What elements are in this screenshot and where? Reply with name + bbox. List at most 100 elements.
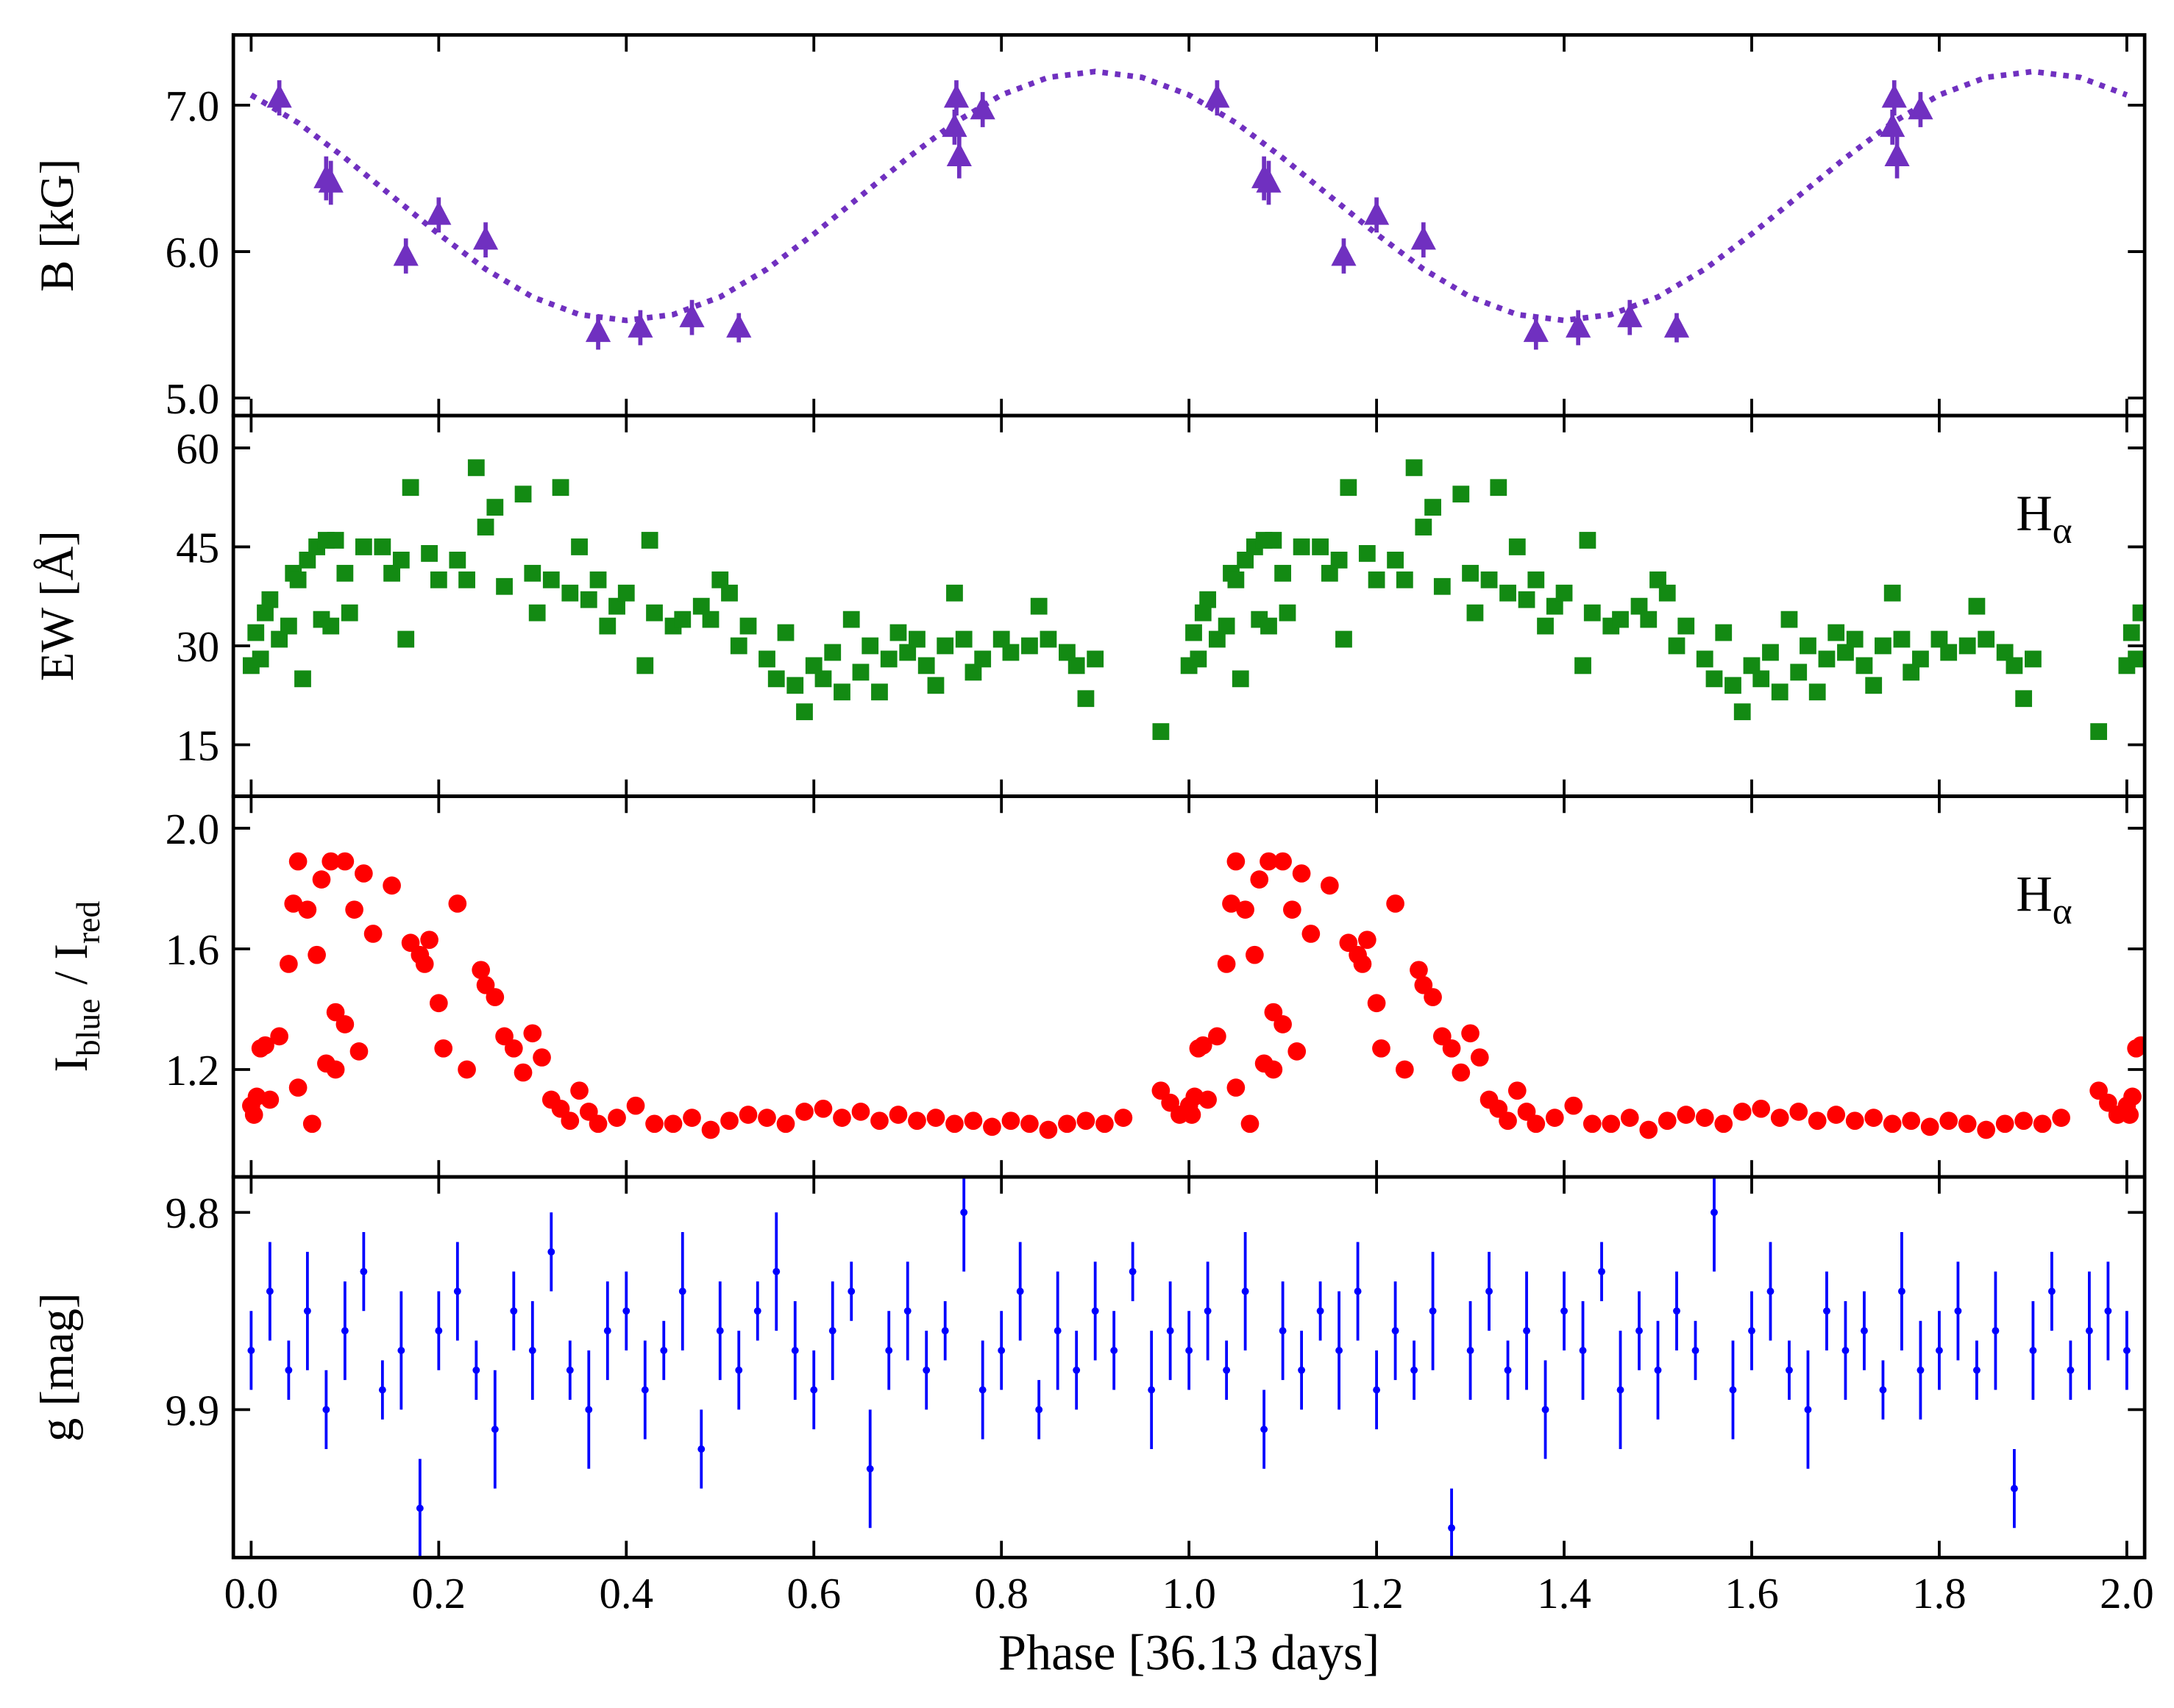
point bbox=[1620, 1109, 1639, 1127]
point bbox=[1429, 1307, 1437, 1315]
point bbox=[2029, 1346, 2037, 1354]
point bbox=[1237, 551, 1254, 569]
x-tick-label: 1.6 bbox=[1724, 1570, 1779, 1618]
point bbox=[1462, 564, 1479, 582]
point bbox=[1110, 1346, 1118, 1354]
point bbox=[1373, 1386, 1381, 1394]
point bbox=[814, 670, 832, 688]
annotation: Hα bbox=[2016, 485, 2072, 552]
point bbox=[759, 650, 775, 668]
point bbox=[1312, 538, 1329, 555]
point bbox=[1504, 1366, 1512, 1374]
point bbox=[926, 1109, 945, 1127]
point bbox=[1208, 1027, 1226, 1046]
point bbox=[1021, 637, 1038, 655]
point bbox=[1677, 1106, 1696, 1124]
annotation: Hα bbox=[2016, 866, 2072, 932]
point bbox=[336, 564, 354, 582]
point bbox=[871, 683, 888, 701]
point bbox=[1040, 630, 1057, 648]
point bbox=[2131, 1036, 2145, 1055]
point bbox=[943, 84, 970, 108]
point bbox=[1582, 1114, 1602, 1134]
point bbox=[1804, 1406, 1812, 1414]
point bbox=[1545, 1109, 1564, 1127]
point bbox=[244, 1106, 263, 1124]
point bbox=[1762, 644, 1779, 661]
x-tick-label: 1.8 bbox=[1912, 1570, 1967, 1618]
panel bbox=[247, 1176, 2131, 1558]
point bbox=[945, 1114, 964, 1134]
point bbox=[1972, 1366, 1981, 1374]
point bbox=[1274, 852, 1292, 871]
y-axis-label: Iblue / Ired bbox=[44, 901, 107, 1072]
point bbox=[528, 604, 546, 622]
point bbox=[1780, 611, 1798, 628]
y-tick-label: 9.8 bbox=[166, 1189, 220, 1237]
y-tick-label: 30 bbox=[176, 623, 219, 671]
point bbox=[739, 617, 757, 635]
point bbox=[885, 1346, 893, 1354]
point bbox=[1523, 1327, 1530, 1335]
point bbox=[1696, 650, 1713, 668]
point bbox=[701, 1120, 720, 1139]
point bbox=[1424, 988, 1442, 1006]
point bbox=[416, 1504, 424, 1512]
point bbox=[628, 313, 653, 338]
point bbox=[1185, 1346, 1193, 1354]
point bbox=[2132, 604, 2145, 622]
point bbox=[472, 961, 491, 980]
point bbox=[1658, 584, 1676, 602]
point bbox=[1884, 142, 1910, 166]
point bbox=[326, 1060, 345, 1079]
y-tick-label: 2.0 bbox=[166, 805, 220, 853]
point bbox=[1077, 690, 1095, 708]
point bbox=[288, 852, 308, 871]
point bbox=[1617, 303, 1643, 327]
point bbox=[1861, 1327, 1868, 1335]
point bbox=[1410, 1366, 1418, 1374]
point bbox=[349, 1042, 369, 1061]
plot-frame bbox=[231, 1175, 2147, 1559]
point bbox=[739, 1106, 758, 1124]
point bbox=[805, 657, 823, 675]
point bbox=[1881, 84, 1907, 108]
point bbox=[617, 584, 635, 602]
point bbox=[1865, 677, 1883, 694]
point bbox=[303, 1307, 311, 1315]
point bbox=[2025, 650, 2042, 668]
point bbox=[486, 499, 504, 516]
y-tick-label: 15 bbox=[176, 722, 219, 769]
point bbox=[1395, 1060, 1414, 1079]
point bbox=[2120, 1106, 2139, 1124]
point bbox=[2123, 1346, 2131, 1354]
point bbox=[1579, 1346, 1587, 1354]
point bbox=[848, 1287, 856, 1295]
point bbox=[335, 852, 355, 871]
point bbox=[1695, 1109, 1714, 1127]
point bbox=[1274, 564, 1292, 582]
point bbox=[1448, 1524, 1455, 1532]
point bbox=[1264, 1060, 1283, 1079]
point bbox=[814, 1099, 833, 1118]
point bbox=[1968, 597, 1986, 615]
point bbox=[923, 1366, 931, 1374]
point bbox=[692, 597, 710, 615]
point bbox=[355, 864, 373, 883]
point bbox=[1405, 459, 1423, 477]
point bbox=[435, 1327, 443, 1335]
point bbox=[453, 1287, 461, 1295]
point bbox=[1616, 1386, 1624, 1394]
point bbox=[636, 657, 654, 675]
point bbox=[1823, 1307, 1830, 1315]
point bbox=[298, 900, 317, 919]
point bbox=[1283, 900, 1301, 919]
point bbox=[434, 1039, 453, 1058]
point bbox=[1771, 683, 1788, 701]
point bbox=[937, 637, 954, 655]
point bbox=[589, 571, 607, 588]
point bbox=[970, 95, 995, 120]
point bbox=[730, 637, 747, 655]
point bbox=[1752, 670, 1770, 688]
point bbox=[1466, 1346, 1474, 1354]
